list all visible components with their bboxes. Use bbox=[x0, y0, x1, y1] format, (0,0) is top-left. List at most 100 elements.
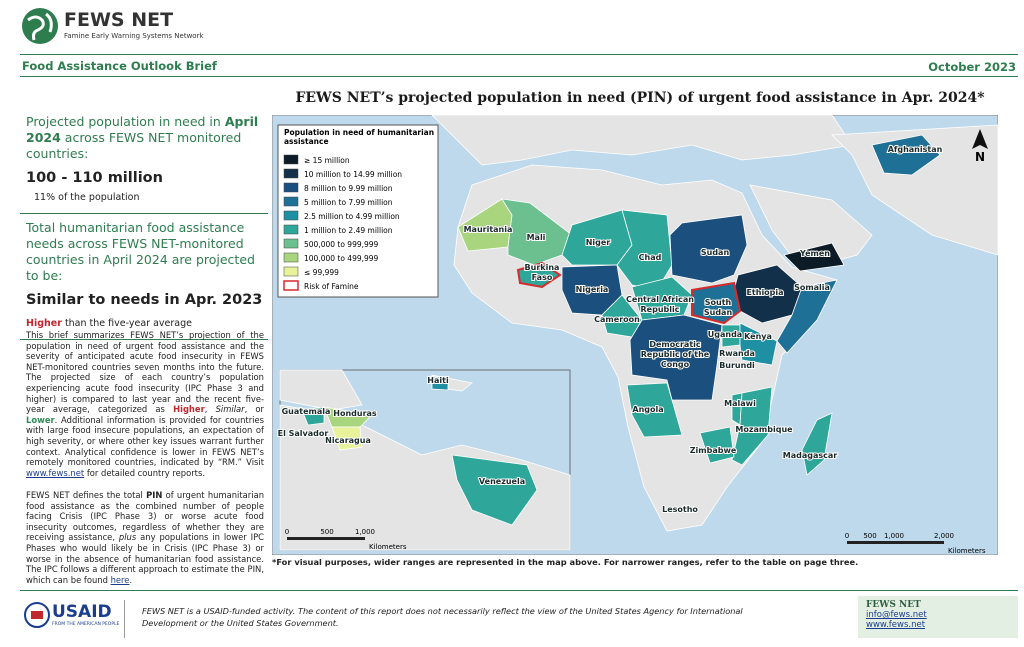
country-label: Burkina Faso bbox=[525, 263, 560, 282]
text: FEWS NET defines the total bbox=[26, 490, 147, 500]
country bbox=[731, 386, 773, 466]
country-labels: Mauritania Mali Niger Chad Sudan Yemen Burkina… bbox=[277, 144, 944, 515]
text: , bbox=[204, 404, 216, 415]
scale-label: 2,000 bbox=[934, 532, 954, 540]
scale-label: 500 bbox=[863, 532, 876, 540]
legend-label: 1 million to 2.49 million bbox=[304, 226, 393, 235]
country-label: Rwanda bbox=[719, 349, 755, 358]
map-title: FEWS NET’s projected population in need … bbox=[295, 90, 985, 106]
country-label: Somalia bbox=[794, 283, 830, 292]
country-label: Nigeria bbox=[576, 285, 609, 294]
scale-label: 1,000 bbox=[355, 528, 375, 536]
email-link[interactable]: info@fews.net bbox=[866, 610, 927, 620]
country bbox=[699, 426, 735, 464]
scale-label: 0 bbox=[285, 528, 289, 536]
text: for detailed country reports. bbox=[84, 467, 205, 478]
country-label: Nicaragua bbox=[325, 436, 371, 445]
org-name: FEWS NET bbox=[64, 9, 174, 31]
section-title: Food Assistance Outlook Brief bbox=[22, 59, 217, 73]
emphasis: plus bbox=[118, 532, 137, 543]
country-label: Chad bbox=[639, 253, 662, 262]
country bbox=[776, 279, 838, 354]
disclaimer: FEWS NET is a USAID-funded activity. The… bbox=[142, 606, 743, 628]
rule bbox=[20, 76, 1018, 77]
country-label: Zimbabwe bbox=[690, 446, 737, 455]
inset bbox=[279, 369, 571, 551]
scale-line bbox=[847, 541, 944, 544]
country-label: Afghanistan bbox=[888, 145, 943, 154]
text: any populations in lower IPC Phases who … bbox=[26, 532, 264, 585]
legend-label: 10 million to 14.99 million bbox=[304, 170, 402, 179]
country-label: El Salvador bbox=[278, 429, 329, 438]
country-label: Kenya bbox=[744, 332, 772, 341]
link[interactable]: www.fews.net bbox=[26, 467, 85, 478]
scale-bar: 0 500 1,000 Kilometers bbox=[285, 528, 407, 551]
emphasis: PIN bbox=[146, 490, 163, 500]
country-label: Lesotho bbox=[662, 505, 698, 514]
legend-swatch bbox=[283, 266, 299, 277]
paragraph: This brief summarizes FEWS NET’s project… bbox=[26, 330, 264, 478]
legend-label: 8 million to 9.99 million bbox=[304, 184, 393, 193]
text: than the five-year average bbox=[64, 318, 192, 329]
scale-bar: 0 500 1,000 2,000 Kilometers bbox=[845, 532, 986, 555]
country-label: Angola bbox=[632, 405, 663, 414]
legend-swatch bbox=[283, 238, 299, 249]
country bbox=[516, 261, 562, 289]
country-label: Yemen bbox=[799, 249, 830, 258]
country bbox=[691, 281, 742, 325]
legend: Population in need of humanitarian assist… bbox=[277, 124, 439, 298]
legend-swatch bbox=[283, 154, 299, 165]
legend-label: ≥ 15 million bbox=[304, 156, 350, 165]
country-label: Haiti bbox=[427, 376, 449, 385]
text: . Additional information is provided for… bbox=[26, 414, 264, 468]
web-link[interactable]: www.fews.net bbox=[866, 620, 926, 630]
needs-intro: Total humanitarian food assistance needs… bbox=[26, 220, 255, 283]
legend-box bbox=[277, 124, 439, 298]
usaid-tagline: FROM THE AMERICAN PEOPLE bbox=[52, 622, 120, 627]
country-label: Burundi bbox=[719, 361, 755, 370]
country-label: Ethiopia bbox=[746, 288, 783, 297]
text: across FEWS NET monitored countries: bbox=[26, 130, 242, 161]
text: Projected population in need in bbox=[26, 114, 225, 129]
divider bbox=[124, 600, 125, 638]
legend-swatch bbox=[283, 196, 299, 207]
text: This brief summarizes FEWS NET’s project… bbox=[26, 330, 264, 415]
country-label: Honduras bbox=[333, 409, 377, 418]
country bbox=[871, 134, 941, 176]
rule bbox=[20, 590, 1018, 591]
country bbox=[626, 382, 683, 438]
text: . bbox=[129, 574, 133, 585]
map: Mauritania Mali Niger Chad Sudan Yemen Burkina… bbox=[272, 115, 998, 555]
logo-globe bbox=[22, 8, 58, 44]
legend-label: 500,000 to 999,999 bbox=[304, 240, 379, 249]
legend-swatch bbox=[283, 224, 299, 235]
legend-label: Risk of Famine bbox=[304, 282, 359, 291]
country bbox=[629, 314, 723, 401]
country-label: Democratic Republic of the Congo bbox=[641, 340, 710, 369]
country-label: Central African Republic bbox=[626, 295, 694, 314]
country-label: South Sudan bbox=[704, 298, 733, 317]
pin-intro: Projected population in need in April 20… bbox=[20, 114, 268, 162]
pin-share: 11% of the population bbox=[34, 192, 140, 203]
legend-swatch bbox=[283, 168, 299, 179]
country-label: Venezuela bbox=[479, 477, 525, 486]
paragraph: FEWS NET defines the total PIN of urgent… bbox=[26, 490, 264, 585]
summary: Projected population in need in April 20… bbox=[20, 114, 268, 340]
link[interactable]: here bbox=[110, 574, 130, 585]
country bbox=[631, 276, 693, 321]
legend-swatch bbox=[283, 210, 299, 221]
emphasis: Lower bbox=[26, 414, 55, 425]
emphasis: Higher bbox=[173, 404, 205, 415]
scale-label: Kilometers bbox=[369, 543, 407, 551]
usaid-name: USAID bbox=[52, 602, 112, 622]
country-label: Guatemala bbox=[282, 407, 331, 416]
country-label: Mozambique bbox=[735, 425, 793, 434]
contact-box: FEWS NET info@fews.net www.fews.net bbox=[858, 596, 1018, 638]
country-label: Malawi bbox=[724, 399, 756, 408]
scale-label: Kilometers bbox=[948, 547, 986, 555]
needs-compare: Higher than the five-year average bbox=[26, 318, 268, 329]
scale-label: 500 bbox=[320, 528, 333, 536]
emphasis: April 2024 bbox=[26, 114, 259, 145]
country-label: Cameroon bbox=[594, 315, 640, 324]
north-label: N bbox=[975, 150, 985, 164]
